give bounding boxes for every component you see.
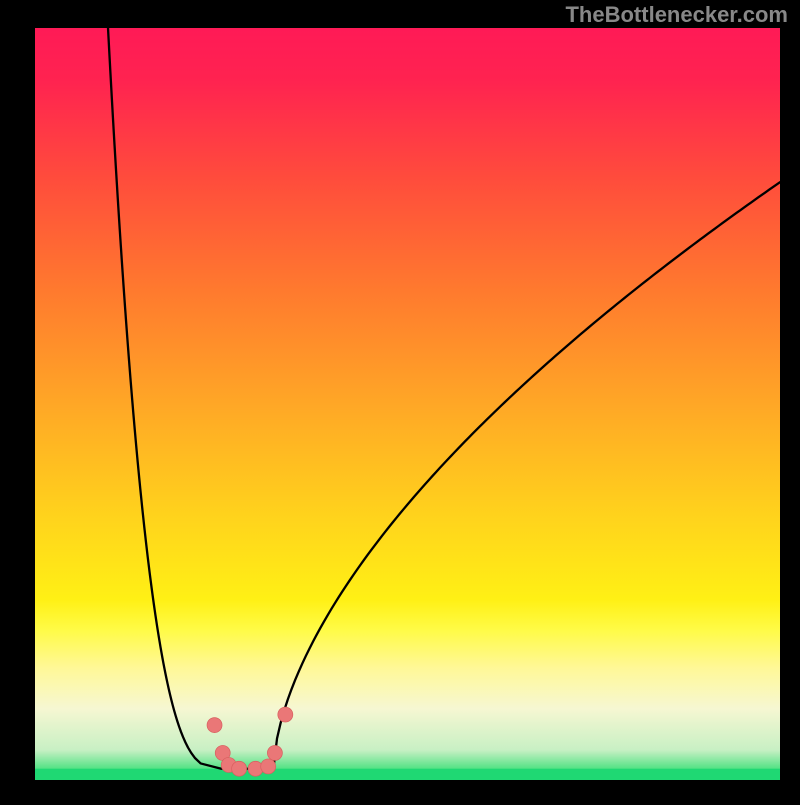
bottom-green-stripe <box>35 769 780 780</box>
chart-frame: TheBottlenecker.com <box>0 0 800 800</box>
plot-group <box>35 28 780 780</box>
gradient-background <box>35 28 780 780</box>
data-point-marker <box>267 745 282 760</box>
data-point-marker <box>278 707 293 722</box>
chart-svg <box>0 0 800 800</box>
data-point-marker <box>232 761 247 776</box>
data-point-marker <box>207 718 222 733</box>
data-point-marker <box>261 759 276 774</box>
